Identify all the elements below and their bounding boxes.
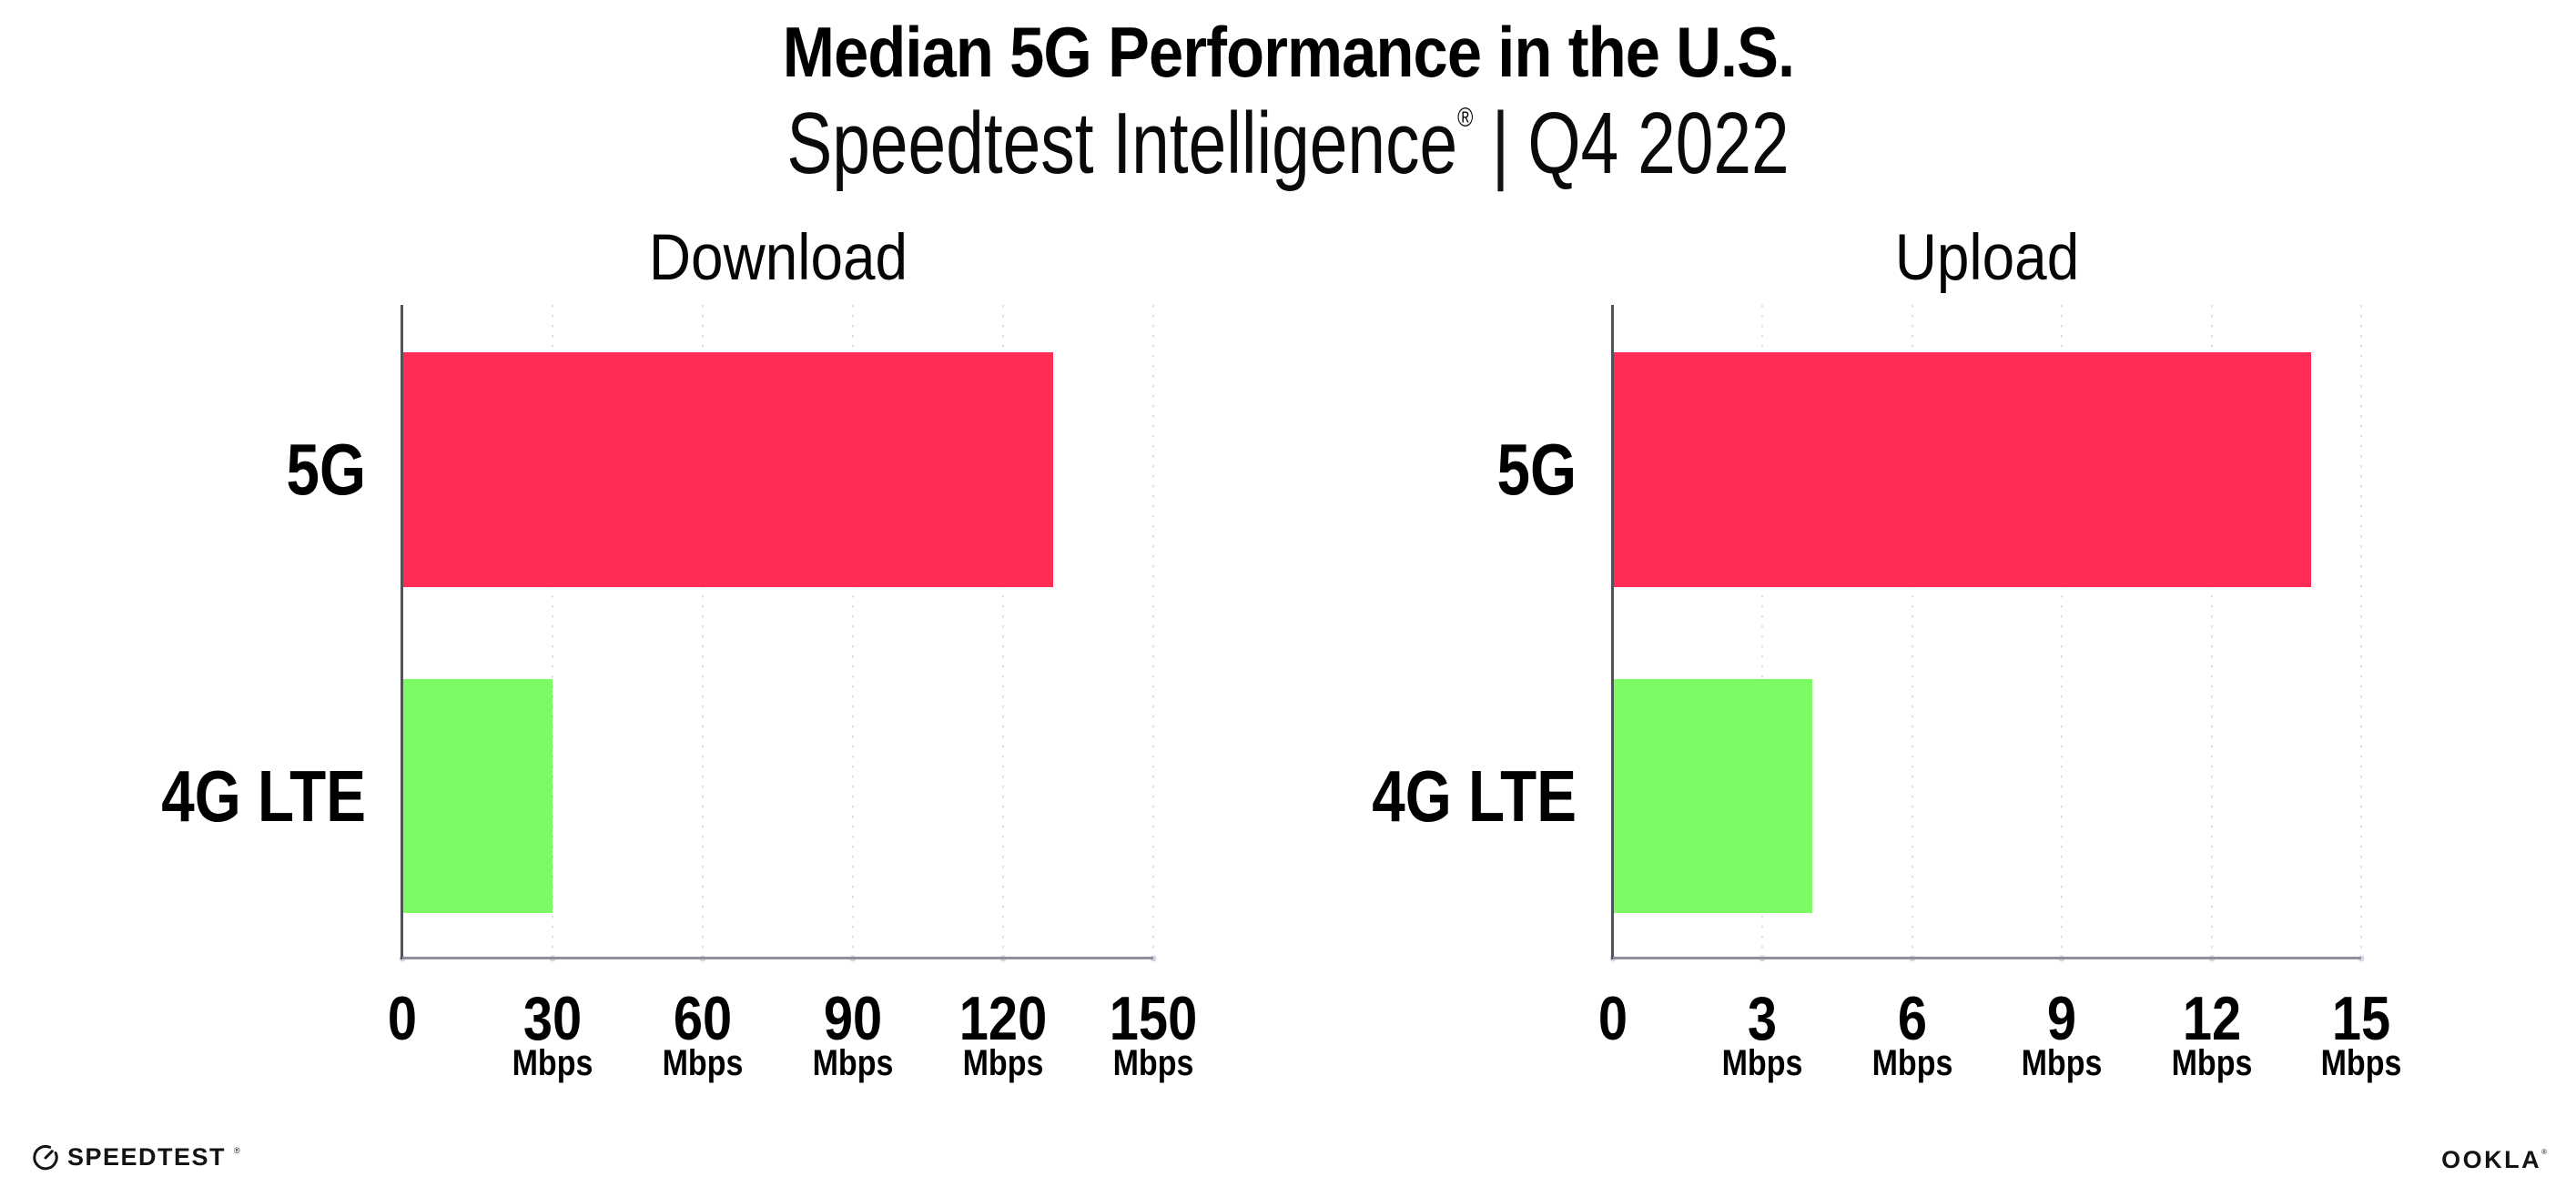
axis-tick-dot [2358, 955, 2365, 961]
registered-mark: ® [1457, 103, 1474, 133]
x-tick-unit-text: Mbps [2171, 1043, 2252, 1083]
x-axis [402, 957, 1153, 959]
row-label-4g-lte: 4G LTE [117, 755, 366, 838]
gridline [1761, 305, 1764, 959]
x-tick-label: 6 [1895, 983, 1930, 1054]
x-tick-unit-text: Mbps [2320, 1043, 2402, 1083]
x-tick-unit: Mbps [655, 1043, 750, 1084]
x-tick-unit: Mbps [806, 1043, 900, 1084]
x-tick-label-text: 12 [2182, 984, 2241, 1053]
row-label-5g: 5G [1479, 428, 1577, 512]
x-tick-unit-text: Mbps [1871, 1043, 1953, 1083]
x-tick-label-text: 3 [1748, 984, 1778, 1053]
x-tick-unit: Mbps [1106, 1043, 1201, 1084]
x-tick-unit-text: Mbps [512, 1043, 593, 1083]
x-tick-label: 9 [2044, 983, 2079, 1054]
gridline [2360, 305, 2362, 959]
x-tick-unit-text: Mbps [662, 1043, 744, 1083]
x-tick-label-text: 30 [522, 984, 583, 1053]
chart-title-upload: Upload [1885, 221, 2090, 295]
x-tick-label-text: 9 [2047, 984, 2077, 1053]
gridline [2210, 305, 2213, 959]
x-tick-label: 120 [951, 983, 1054, 1054]
ookla-wordmark: OOKLA [2441, 1146, 2542, 1173]
ookla-logo: OOKLA® [2441, 1146, 2547, 1174]
axis-tick-dot [1150, 955, 1157, 961]
x-tick-label: 150 [1101, 983, 1204, 1054]
gridline [702, 305, 704, 959]
registered-mark: ® [2541, 1147, 2547, 1156]
row-label-text: 4G LTE [1372, 755, 1577, 837]
x-tick-label: 12 [2177, 983, 2246, 1054]
x-tick-unit-text: Mbps [1722, 1043, 1803, 1083]
x-tick-label-text: 6 [1897, 984, 1927, 1053]
bar-5g-download [402, 352, 1053, 587]
gridline [1911, 305, 1913, 959]
row-label-text: 4G LTE [161, 755, 366, 837]
speedtest-wordmark: SPEEDTEST [67, 1143, 227, 1171]
gridline [1002, 305, 1004, 959]
x-tick-unit: Mbps [2164, 1043, 2258, 1084]
row-label-4g-lte: 4G LTE [1327, 755, 1577, 838]
gridline [852, 305, 854, 959]
registered-mark: ® [234, 1145, 240, 1155]
bar-4g-lte-upload [1613, 679, 1813, 913]
x-tick-label: 15 [2327, 983, 2396, 1054]
x-tick-unit-text: Mbps [1112, 1043, 1194, 1083]
y-axis [401, 305, 403, 959]
gridline [552, 305, 553, 959]
x-tick-unit: Mbps [2314, 1043, 2409, 1084]
row-label-5g: 5G [269, 428, 366, 512]
page-title-text: Median 5G Performance in the U.S. [782, 12, 1794, 92]
x-tick-label: 0 [1596, 983, 1630, 1054]
x-tick-unit: Mbps [1865, 1043, 1960, 1084]
page-subtitle: Speedtest Intelligence® | Q4 2022 [0, 94, 2576, 194]
page-title: Median 5G Performance in the U.S. [0, 11, 2576, 94]
x-tick-label-text: 60 [673, 984, 733, 1053]
chart-title-text: Download [648, 222, 908, 294]
subtitle-separator: | [1491, 95, 1510, 192]
x-tick-label: 30 [518, 983, 587, 1054]
x-tick-label-text: 150 [1109, 984, 1198, 1053]
subtitle-brand: Speedtest Intelligence [786, 95, 1458, 192]
chart-title-download: Download [634, 221, 922, 295]
x-tick-unit-text: Mbps [812, 1043, 894, 1083]
x-tick-unit: Mbps [1715, 1043, 1810, 1084]
bar-4g-lte-download [402, 679, 553, 913]
x-tick-label: 90 [818, 983, 887, 1054]
x-tick-unit-text: Mbps [962, 1043, 1044, 1083]
x-tick-label: 60 [668, 983, 737, 1054]
subtitle-period: Q4 2022 [1527, 95, 1790, 192]
gridline [1152, 305, 1154, 959]
x-tick-label-text: 90 [823, 984, 883, 1053]
x-tick-label: 0 [385, 983, 420, 1054]
x-tick-unit-text: Mbps [2021, 1043, 2103, 1083]
page-subtitle-text: Speedtest Intelligence® | Q4 2022 [786, 94, 1789, 194]
x-tick-label-text: 0 [1597, 984, 1628, 1053]
row-label-text: 5G [286, 429, 366, 510]
speedtest-gauge-icon [33, 1144, 58, 1170]
x-axis [1613, 957, 2361, 959]
x-tick-label-text: 0 [387, 984, 418, 1053]
x-tick-unit: Mbps [956, 1043, 1050, 1084]
x-tick-unit: Mbps [505, 1043, 600, 1084]
speedtest-logo: SPEEDTEST ® [32, 1143, 240, 1172]
x-tick-label: 3 [1745, 983, 1780, 1054]
gridline [2061, 305, 2064, 959]
bar-5g-upload [1613, 352, 2312, 587]
x-tick-unit: Mbps [2014, 1043, 2109, 1084]
x-tick-label-text: 15 [2331, 984, 2391, 1053]
row-label-text: 5G [1496, 429, 1577, 510]
x-tick-label-text: 120 [958, 984, 1048, 1053]
chart-title-text: Upload [1894, 222, 2080, 294]
y-axis [1611, 305, 1614, 959]
